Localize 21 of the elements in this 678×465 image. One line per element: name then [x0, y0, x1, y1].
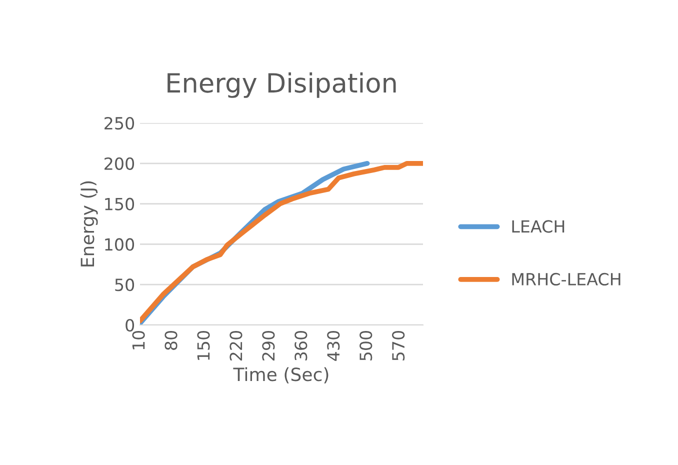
y-tick-label: 200 [104, 157, 134, 170]
x-tick-label: 290 [262, 330, 275, 360]
legend-label: LEACH [512, 220, 564, 233]
y-axis-title: Energy (J) [80, 181, 98, 266]
y-tick-label: 150 [105, 198, 134, 210]
x-tick-label: 430 [327, 330, 340, 361]
x-tick-label: 500 [360, 330, 372, 360]
y-tick-label: 100 [105, 238, 134, 251]
x-tick-label: 360 [294, 330, 308, 360]
legend-label: MRHC-LEACH [512, 272, 620, 286]
x-tick-label: 220 [230, 330, 242, 360]
y-tick-label: 50 [115, 278, 134, 292]
x-tick-label: 150 [197, 330, 210, 360]
line-series [140, 160, 423, 324]
y-tick-label: 0 [126, 318, 134, 332]
x-tick-label: 80 [164, 330, 178, 350]
x-tick-label: 10 [132, 330, 145, 350]
y-tick-label: 250 [104, 116, 134, 130]
x-tick-label: 570 [392, 330, 405, 360]
x-axis-title: Time (Sec) [233, 367, 328, 384]
chart-title: Energy Disipation [168, 72, 396, 98]
